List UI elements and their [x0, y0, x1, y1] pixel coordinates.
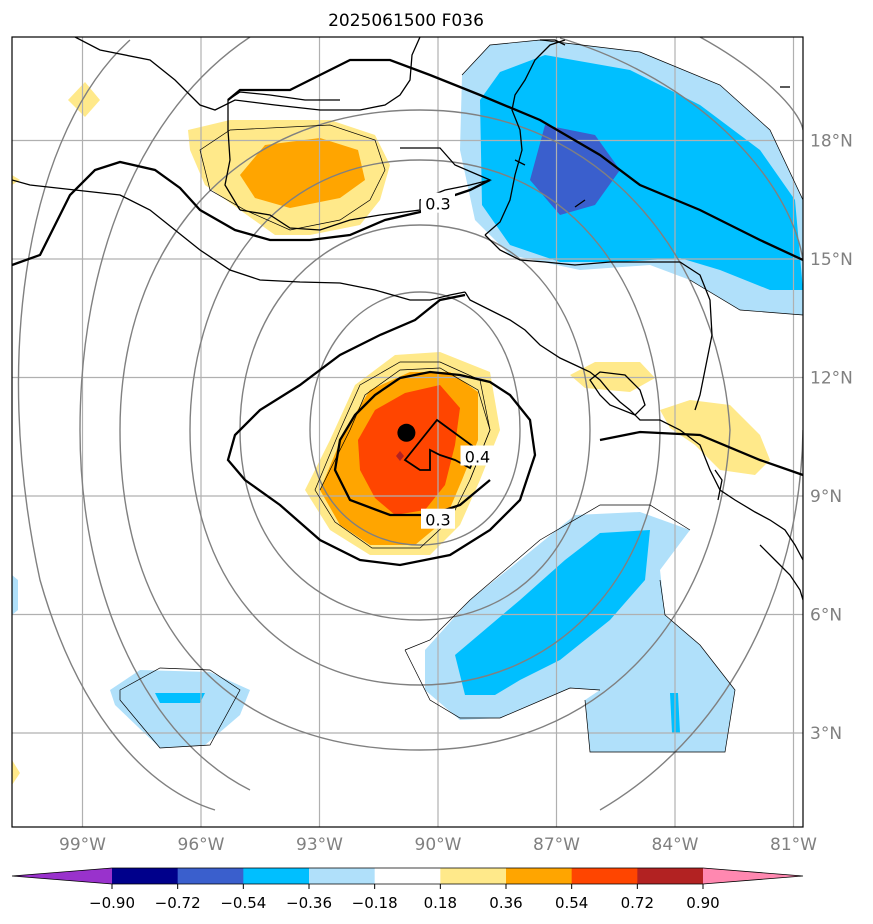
map-frame	[11, 36, 804, 828]
anomaly-outlines	[119, 39, 803, 753]
colorbar-tick-labels: −0.90 −0.72 −0.54 −0.36 −0.18 0.18 0.36 0.54 0.7…	[89, 884, 720, 912]
coastlines	[12, 37, 803, 601]
lon-label: 81°W	[770, 835, 817, 855]
colorbar-segment	[309, 868, 376, 884]
contour-label-bg	[421, 192, 455, 213]
colorbar-segment	[177, 868, 244, 884]
colorbar-segment	[637, 868, 704, 884]
colorbar-tick-label: 0.54	[555, 894, 588, 912]
colorbar-tick-label: 0.36	[489, 894, 522, 912]
map-title: 2025061500 F036	[328, 11, 484, 31]
lon-label: 99°W	[59, 835, 106, 855]
colorbar-segment	[243, 868, 310, 884]
gridlines	[12, 37, 803, 827]
lon-label: 93°W	[296, 835, 343, 855]
lon-label: 87°W	[533, 835, 580, 855]
colorbar-tick-label: −0.36	[286, 894, 332, 912]
lat-label: 3°N	[810, 724, 842, 744]
colorbar-tick-label: 0.18	[424, 894, 457, 912]
contour-label: 0.3	[425, 195, 450, 214]
negative-anomaly-southwest	[12, 575, 250, 748]
colorbar-segment	[506, 868, 573, 884]
colorbar-segment	[112, 868, 179, 884]
colorbar-segment	[571, 868, 638, 884]
colorbar-segment	[703, 868, 803, 884]
colorbar-tick-label: −0.54	[220, 894, 266, 912]
lon-label: 90°W	[415, 835, 462, 855]
longitude-labels: 99°W 96°W 93°W 90°W 87°W 84°W 81°W	[59, 835, 817, 855]
latitude-labels: 18°N 15°N 12°N 9°N 6°N 3°N	[810, 132, 853, 745]
colorbar-tick-label: −0.72	[155, 894, 201, 912]
lat-label: 6°N	[810, 606, 842, 626]
colorbar-tick-label: 0.90	[686, 894, 719, 912]
contour-label-bg	[421, 508, 455, 529]
contour-label: 0.4	[465, 448, 490, 467]
colorbar-tick-label: −0.90	[89, 894, 135, 912]
range-rings	[17, 37, 803, 811]
colorbar	[11, 867, 804, 885]
lat-label: 15°N	[810, 250, 853, 270]
map-area: 0.3 0.4 0.3	[12, 37, 803, 827]
colorbar-segment	[12, 868, 112, 884]
colorbar-segment	[440, 868, 507, 884]
colorbar-tick-label: −0.18	[352, 894, 398, 912]
contour-labels: 0.3 0.4 0.3	[421, 192, 495, 530]
contour-label: 0.3	[425, 511, 450, 530]
lon-label: 96°W	[178, 835, 225, 855]
lat-label: 12°N	[810, 369, 853, 389]
lat-label: 18°N	[810, 132, 853, 152]
colorbar-tick-label: 0.72	[621, 894, 654, 912]
lon-label: 84°W	[652, 835, 699, 855]
storm-center-marker	[397, 423, 416, 442]
lat-label: 9°N	[810, 487, 842, 507]
contour-label-bg	[460, 445, 495, 466]
colorbar-segment	[374, 868, 441, 884]
